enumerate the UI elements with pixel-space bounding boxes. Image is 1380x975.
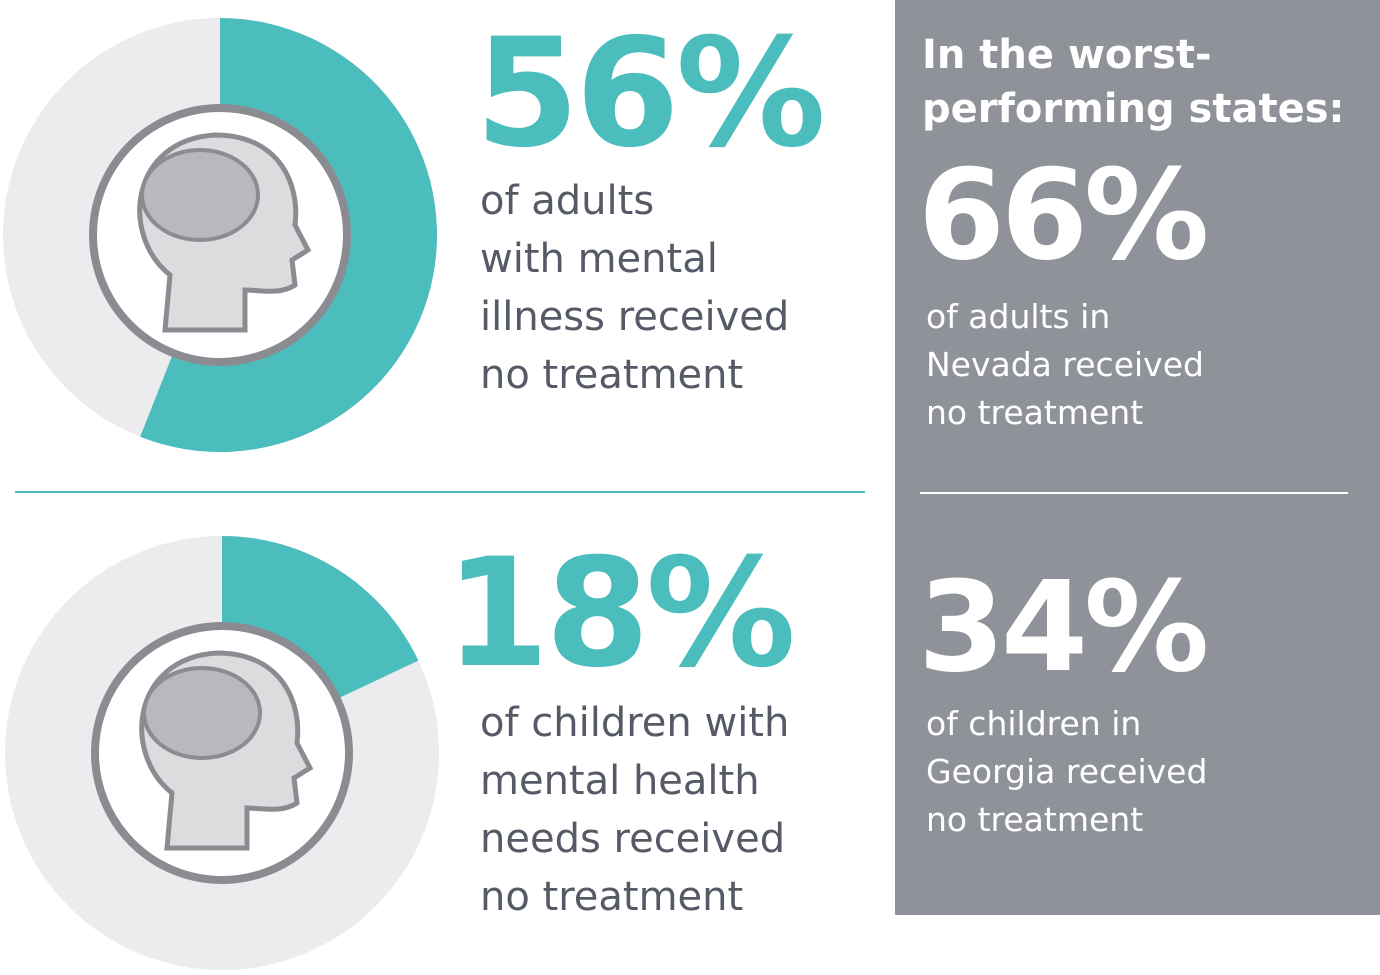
description-line: no treatment — [480, 874, 743, 920]
percent-value: 56% — [475, 7, 822, 181]
panel-description: Georgia received — [926, 752, 1207, 791]
description-line: of adults — [480, 178, 654, 224]
description-line: with mental — [480, 236, 718, 282]
panel-description: no treatment — [926, 393, 1143, 432]
brain-icon — [140, 148, 260, 242]
description-line: illness received — [480, 294, 789, 340]
panel-background — [895, 0, 1380, 915]
description-line: needs received — [480, 816, 785, 862]
description-line: no treatment — [480, 352, 743, 398]
description-line: mental health — [480, 758, 760, 804]
panel-description: of adults in — [926, 297, 1110, 336]
panel-value: 34% — [918, 555, 1206, 700]
brain-icon — [142, 666, 262, 760]
panel-title: In the worst- — [922, 32, 1212, 78]
percent-value: 18% — [445, 527, 792, 701]
panel-value: 66% — [918, 143, 1206, 288]
description-line: of children with — [480, 700, 789, 746]
panel-description: Nevada received — [926, 345, 1204, 384]
panel-title: performing states: — [922, 86, 1345, 132]
panel-description: of children in — [926, 704, 1141, 743]
panel-description: no treatment — [926, 800, 1143, 839]
